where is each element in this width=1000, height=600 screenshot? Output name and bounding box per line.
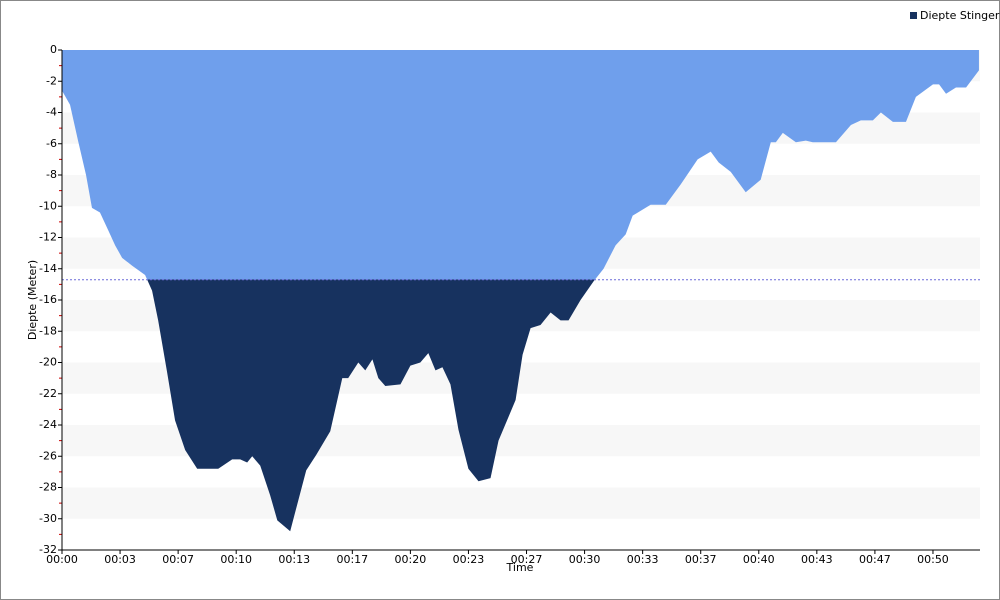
y-tick-label: -30 (39, 512, 57, 525)
x-tick-label: 00:33 (627, 553, 659, 566)
y-tick-label: -4 (46, 106, 57, 119)
x-tick-label: 00:43 (801, 553, 833, 566)
y-tick-label: 0 (50, 43, 57, 56)
x-tick-label: 00:10 (220, 553, 252, 566)
x-tick-label: 00:00 (46, 553, 78, 566)
y-tick-label: -26 (39, 449, 57, 462)
y-tick-label: -18 (39, 324, 57, 337)
x-axis-label: Time (506, 561, 534, 574)
grid-band (62, 487, 980, 519)
y-axis-label: Diepte (Meter) (26, 260, 39, 340)
legend-label: Diepte Stinger (920, 9, 1000, 22)
y-tick-label: -10 (39, 199, 57, 212)
y-tick-label: -20 (39, 356, 57, 369)
y-tick-label: -12 (39, 231, 57, 244)
x-tick-label: 00:40 (743, 553, 775, 566)
y-tick-label: -2 (46, 74, 57, 87)
y-tick-label: -16 (39, 293, 57, 306)
y-tick-label: -28 (39, 481, 57, 494)
y-tick-label: -6 (46, 137, 57, 150)
x-tick-label: 00:17 (336, 553, 368, 566)
x-tick-label: 00:50 (917, 553, 949, 566)
x-tick-label: 00:13 (278, 553, 310, 566)
y-tick-label: -32 (39, 543, 57, 556)
x-tick-label: 00:07 (162, 553, 194, 566)
y-tick-label: -22 (39, 387, 57, 400)
area (62, 50, 979, 532)
x-tick-label: 00:27 (511, 553, 543, 566)
x-tick-label: 00:20 (395, 553, 427, 566)
x-tick-label: 00:23 (453, 553, 485, 566)
x-tick-label: 00:37 (685, 553, 717, 566)
legend-swatch (910, 12, 917, 19)
x-tick-label: 00:47 (859, 553, 891, 566)
y-tick-label: -8 (46, 168, 57, 181)
x-tick-label: 00:03 (104, 553, 136, 566)
y-tick-label: -24 (39, 418, 57, 431)
x-tick-label: 00:30 (569, 553, 601, 566)
y-tick-label: -14 (39, 262, 57, 275)
